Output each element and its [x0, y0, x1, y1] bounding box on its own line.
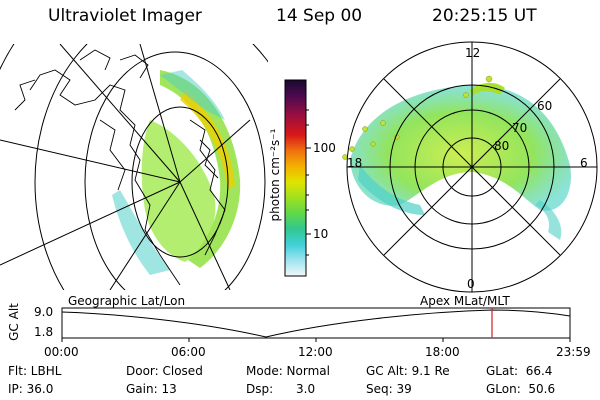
- info-gc-alt: GC Alt: 9.1 Re: [366, 364, 450, 378]
- info-glat: GLat: 66.4: [486, 364, 553, 378]
- alt-tick-1-8: 1.8: [34, 325, 54, 339]
- mlat-label-80: 80: [494, 139, 510, 153]
- altitude-strip: [61, 307, 571, 342]
- colorbar-unit-label: photon cm⁻²s⁻¹: [268, 128, 282, 222]
- polar-plot: [342, 41, 598, 293]
- geographic-label: Geographic Lat/Lon: [68, 294, 186, 308]
- geographic-map: [0, 44, 268, 290]
- info-gain: Gain: 13: [126, 382, 177, 396]
- time-tick-1200: 12:00: [298, 345, 333, 359]
- mlat-label-60: 60: [537, 99, 553, 113]
- image-time: 20:25:15 UT: [432, 6, 537, 26]
- mlt-label-0: 0: [467, 277, 475, 291]
- colorbar: [284, 79, 307, 277]
- time-tick-2359: 23:59: [556, 345, 591, 359]
- mlat-label-70: 70: [512, 121, 528, 135]
- mlt-label-6: 6: [580, 156, 588, 170]
- time-tick-1800: 18:00: [425, 345, 460, 359]
- gc-alt-axis-label: GC Alt: [7, 303, 21, 341]
- info-mode: Mode: Normal: [246, 364, 330, 378]
- time-tick-0600: 06:00: [171, 345, 206, 359]
- info-door: Door: Closed: [126, 364, 203, 378]
- mlt-label-18: 18: [347, 156, 363, 170]
- apex-label: Apex MLat/MLT: [420, 294, 510, 308]
- info-dsp: Dsp: 3.0: [246, 382, 316, 396]
- alt-tick-9: 9.0: [34, 305, 54, 319]
- colorbar-tick-10: 10: [313, 227, 329, 241]
- colorbar-tick-100: 100: [313, 141, 336, 155]
- info-flt: Flt: LBHL: [8, 364, 62, 378]
- info-seq: Seq: 39: [366, 382, 412, 396]
- mlt-label-12: 12: [465, 46, 481, 60]
- instrument-title: Ultraviolet Imager: [48, 6, 202, 26]
- info-glon: GLon: 50.6: [486, 382, 556, 396]
- info-ip: IP: 36.0: [8, 382, 54, 396]
- time-tick-0000: 00:00: [44, 345, 79, 359]
- image-date: 14 Sep 00: [276, 6, 363, 26]
